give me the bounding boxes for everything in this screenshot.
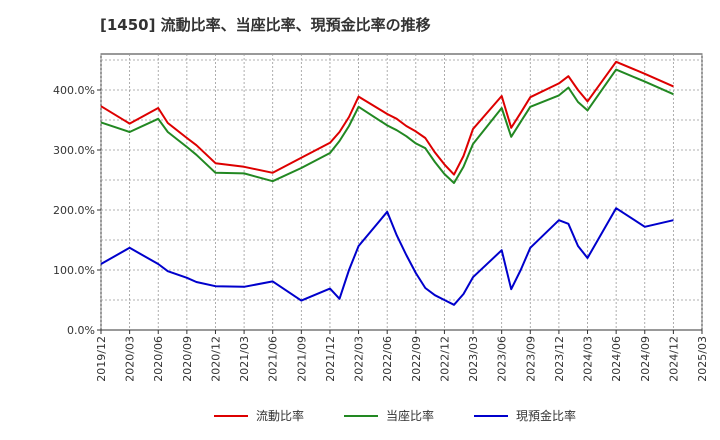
x-tick-label: 2020/09 [181, 336, 194, 382]
x-tick-label: 2024/03 [582, 336, 595, 382]
y-tick-label: 300.0% [53, 144, 95, 157]
x-tick-label: 2021/03 [238, 336, 251, 382]
y-tick-label: 200.0% [53, 204, 95, 217]
x-tick-label: 2021/12 [324, 336, 337, 382]
x-tick-label: 2024/06 [610, 336, 623, 382]
y-tick-label: 0.0% [67, 324, 95, 337]
x-tick-label: 2025/03 [696, 336, 709, 382]
x-tick-label: 2020/03 [124, 336, 137, 382]
x-tick-label: 2022/06 [381, 336, 394, 382]
legend: 流動比率 当座比率 現預金比率 [214, 408, 576, 423]
x-tick-label: 2021/06 [267, 336, 280, 382]
x-tick-label: 2022/09 [410, 336, 423, 382]
x-tick-label: 2023/03 [467, 336, 480, 382]
x-tick-label: 2019/12 [95, 336, 108, 382]
x-tick-label: 2023/09 [524, 336, 537, 382]
series-line-2 [100, 207, 674, 306]
axis-layer: 0.0% 100.0% 200.0% 300.0% 400.0% 2019/12 2020/… [53, 84, 709, 382]
grid-layer [100, 53, 703, 331]
series-line-0 [100, 60, 674, 176]
x-tick-label: 2024/12 [667, 336, 680, 382]
x-tick-label: 2023/06 [496, 336, 509, 382]
plot-area [100, 53, 703, 331]
x-tick-label: 2024/09 [639, 336, 652, 382]
series-layer [100, 60, 674, 306]
x-tick-label: 2022/03 [353, 336, 366, 382]
x-tick-label: 2021/09 [295, 336, 308, 382]
x-tick-label: 2023/12 [553, 336, 566, 382]
y-tick-label: 400.0% [53, 84, 95, 97]
legend-label-0: 流動比率 [256, 408, 304, 423]
y-tick-label: 100.0% [53, 264, 95, 277]
x-tick-label: 2020/06 [152, 336, 165, 382]
chart-title: [1450] 流動比率、当座比率、現預金比率の推移 [100, 16, 431, 34]
series-line-1 [100, 68, 674, 184]
legend-label-1: 当座比率 [386, 408, 434, 423]
legend-label-2: 現預金比率 [516, 408, 576, 423]
x-tick-label: 2020/12 [209, 336, 222, 382]
x-tick-label: 2022/12 [438, 336, 451, 382]
